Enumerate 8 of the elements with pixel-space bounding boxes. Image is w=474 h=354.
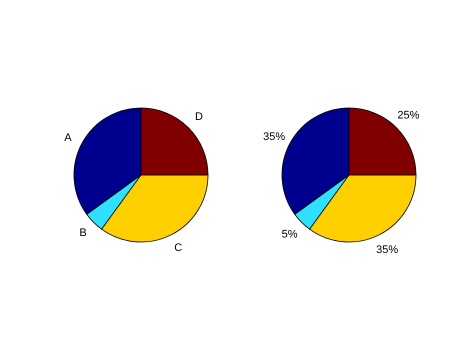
data-label: 25%: [397, 110, 420, 122]
data-label: 35%: [376, 244, 398, 256]
slice-label: A: [64, 132, 72, 144]
slice-label: C: [174, 242, 182, 254]
slice-label: B: [79, 226, 87, 239]
data-label: 5%: [282, 228, 298, 240]
slice-label: D: [195, 111, 204, 124]
data-label: 35%: [263, 130, 286, 143]
